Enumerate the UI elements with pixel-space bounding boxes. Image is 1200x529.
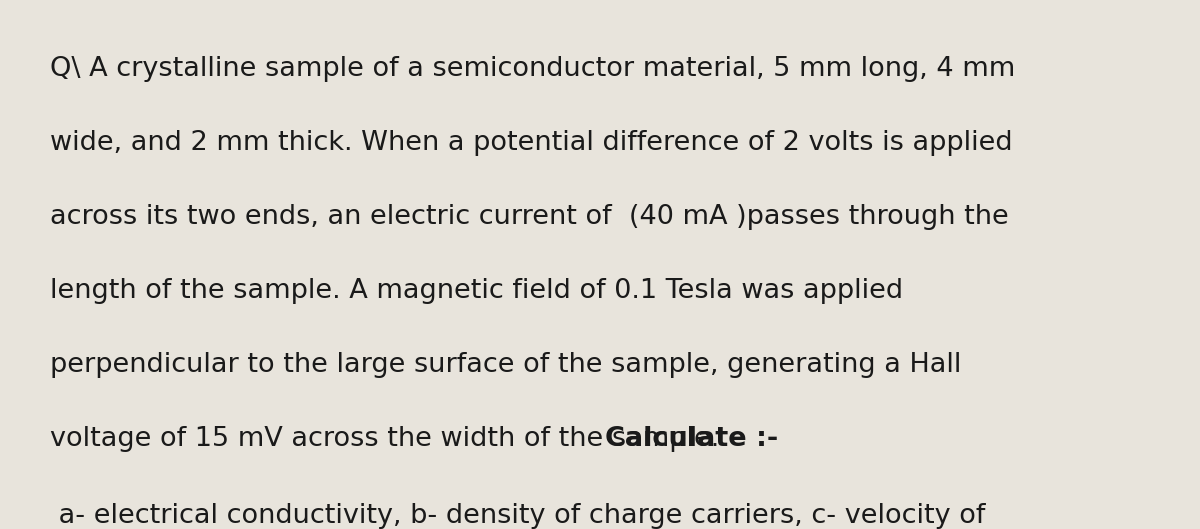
Text: voltage of 15 mV across the width of the sample.: voltage of 15 mV across the width of the…: [50, 426, 728, 452]
Text: length of the sample. A magnetic field of 0.1 Tesla was applied: length of the sample. A magnetic field o…: [50, 278, 904, 304]
Text: wide, and 2 mm thick. When a potential difference of 2 volts is applied: wide, and 2 mm thick. When a potential d…: [50, 130, 1013, 156]
Text: perpendicular to the large surface of the sample, generating a Hall: perpendicular to the large surface of th…: [50, 352, 961, 378]
Text: Q\ A crystalline sample of a semiconductor material, 5 mm long, 4 mm: Q\ A crystalline sample of a semiconduct…: [50, 56, 1015, 81]
Text: Calculate :-: Calculate :-: [605, 426, 778, 452]
Text: a- electrical conductivity, b- density of charge carriers, c- velocity of: a- electrical conductivity, b- density o…: [50, 503, 985, 528]
Text: across its two ends, an electric current of  (40 mA )passes through the: across its two ends, an electric current…: [50, 204, 1009, 230]
